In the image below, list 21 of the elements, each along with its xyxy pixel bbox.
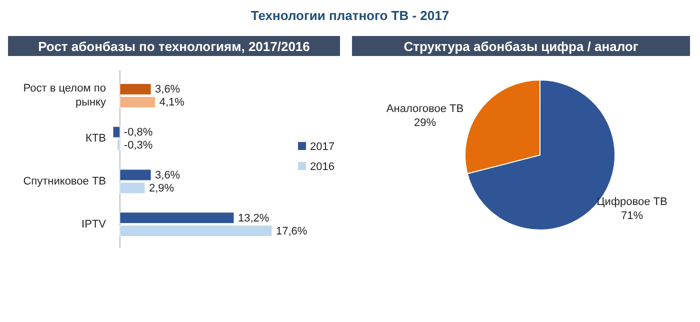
y-tick-label: IPTV [82, 218, 107, 230]
data-label: 2,9% [148, 182, 174, 194]
data-label: -0,3% [124, 140, 153, 152]
chart-title: Структура абонбазы цифра / аналог [404, 39, 639, 54]
legend-label: 2016 [310, 161, 334, 173]
data-label: 3,6% [155, 169, 180, 182]
legend-label: 2017 [310, 141, 334, 153]
text: Технологии платного ТВ - 2017 [250, 8, 450, 23]
chart-subtitle: Рост абонбазы по технологиям, 2017/2016 [38, 39, 310, 54]
slice-label: Аналоговое ТВ [386, 103, 464, 115]
y-tick-label: Рост в целом по рынку [23, 82, 106, 109]
data-label: 13,2% [238, 212, 270, 224]
data-label: 4,1% [159, 96, 185, 109]
y-tick-label: Спутниковое ТВ [23, 175, 106, 188]
data-label: 3,6% [155, 84, 180, 96]
data-label: 29% [414, 117, 436, 129]
data-label: 17,6% [276, 225, 308, 238]
data-label: 71% [620, 210, 644, 222]
data-label: -0,8% [124, 126, 153, 139]
slice-label: Цифровое ТВ [596, 196, 668, 208]
y-tick-label: КТВ [86, 132, 106, 145]
